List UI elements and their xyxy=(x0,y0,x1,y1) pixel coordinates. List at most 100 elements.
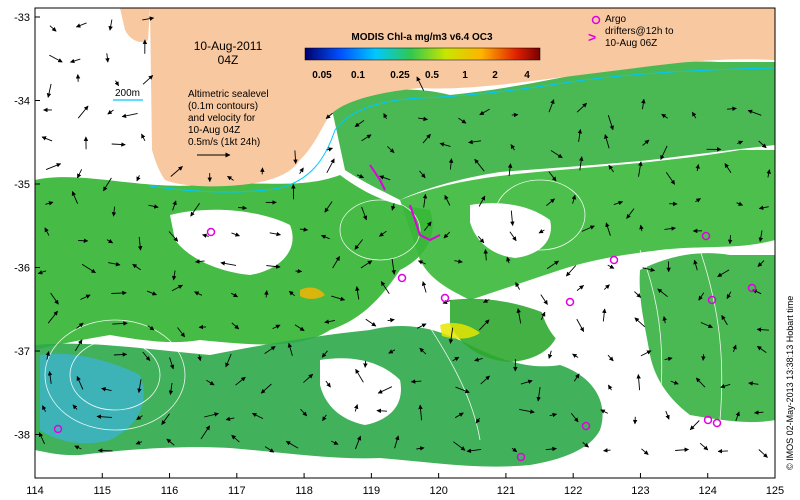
velocity-arrow xyxy=(548,171,557,182)
lat-tick-label: -36 xyxy=(14,263,30,275)
velocity-arrow xyxy=(421,281,427,293)
velocity-arrow xyxy=(758,140,767,149)
velocity-arrow xyxy=(45,201,54,206)
colorbar-tick-label: 4 xyxy=(524,70,530,81)
velocity-arrow xyxy=(565,265,577,277)
argo-legend-line: Argo xyxy=(605,14,627,25)
date-label: 10-Aug-2011 xyxy=(194,39,263,53)
velocity-arrow xyxy=(578,156,584,171)
velocity-arrow xyxy=(295,268,303,274)
velocity-arrow xyxy=(387,146,395,154)
velocity-arrow xyxy=(269,231,281,237)
velocity-arrow xyxy=(641,98,646,110)
velocity-arrow xyxy=(170,166,183,177)
velocity-arrow xyxy=(510,144,515,151)
velocity-arrow xyxy=(717,269,730,277)
velocity-arrow xyxy=(419,347,427,355)
velocity-arrow xyxy=(37,270,47,275)
velocity-arrow xyxy=(376,408,388,414)
velocity-arrow xyxy=(660,145,668,161)
velocity-arrow xyxy=(225,353,232,368)
velocity-arrow xyxy=(111,206,117,217)
argo-legend-circle xyxy=(591,15,601,25)
velocity-arrow xyxy=(354,435,362,450)
velocity-arrow xyxy=(231,232,240,237)
velocity-arrow xyxy=(443,231,451,239)
velocity-arrow xyxy=(549,412,558,418)
velocity-arrow xyxy=(641,448,649,455)
velocity-arrow xyxy=(97,448,113,453)
velocity-arrow xyxy=(142,351,151,361)
chlorophyll-high-patch xyxy=(440,322,480,339)
velocity-arrow xyxy=(665,172,676,185)
description-line: 0.5m/s (1kt 24h) xyxy=(188,137,260,148)
velocity-arrow xyxy=(332,256,340,269)
velocity-arrow xyxy=(548,99,555,113)
plot-frame xyxy=(34,7,776,479)
argo-drifter-marker xyxy=(712,418,722,428)
velocity-arrow xyxy=(361,206,368,221)
lon-tick-label: 114 xyxy=(26,485,44,497)
velocity-arrow xyxy=(695,377,706,388)
velocity-arrow xyxy=(689,420,700,431)
chlorophyll-high-patch-2 xyxy=(300,287,325,299)
velocity-arrow xyxy=(642,267,656,272)
velocity-arrow xyxy=(74,339,83,352)
description-line: 10-Aug 04Z xyxy=(188,125,240,136)
velocity-arrow xyxy=(664,356,673,362)
velocity-arrow xyxy=(634,317,646,328)
velocity-arrow xyxy=(721,315,728,326)
colorbar-tick-label: 2 xyxy=(492,70,498,81)
velocity-arrow xyxy=(303,373,314,383)
velocity-arrow xyxy=(108,261,121,267)
argo-drifter-marker xyxy=(707,295,717,305)
argo-drifter-marker xyxy=(747,283,757,293)
velocity-arrow xyxy=(516,308,522,324)
velocity-arrow xyxy=(483,249,488,261)
velocity-arrow xyxy=(418,404,423,421)
velocity-arrow xyxy=(264,446,275,453)
velocity-arrow xyxy=(607,264,615,269)
velocity-arrow xyxy=(607,115,614,131)
velocity-arrow xyxy=(695,198,701,203)
velocity-arrow xyxy=(693,259,698,271)
velocity-arrow xyxy=(45,351,51,360)
velocity-arrow xyxy=(331,295,346,301)
velocity-arrow xyxy=(177,327,186,338)
velocity-arrow xyxy=(264,290,269,298)
velocity-arrow xyxy=(321,350,328,358)
velocity-arrow xyxy=(439,142,451,147)
argo-drifter-marker xyxy=(565,297,575,307)
cloud-gap xyxy=(540,278,621,355)
velocity-arrow xyxy=(576,285,584,291)
velocity-arrow xyxy=(72,404,78,410)
velocity-arrow xyxy=(354,120,365,128)
velocity-arrow xyxy=(626,208,635,219)
velocity-arrow xyxy=(602,308,607,322)
velocity-arrow xyxy=(320,234,330,240)
velocity-arrow xyxy=(418,116,428,122)
colorbar-tick-label: 0.05 xyxy=(312,70,332,81)
velocity-arrow xyxy=(640,350,652,357)
velocity-arrow xyxy=(572,353,579,359)
argo-drifter-marker xyxy=(581,421,591,431)
colorbar-tick-label: 0.5 xyxy=(425,70,439,81)
velocity-arrow xyxy=(726,291,732,299)
argo-drifter-marker xyxy=(440,293,450,303)
description-line: Altimetric sealevel xyxy=(188,89,269,100)
velocity-arrow xyxy=(238,205,248,211)
velocity-arrow xyxy=(538,229,545,234)
velocity-arrow xyxy=(225,416,235,422)
velocity-arrow xyxy=(46,83,52,98)
velocity-arrow xyxy=(506,256,511,264)
velocity-arrow xyxy=(638,161,643,177)
velocity-arrow xyxy=(387,318,395,323)
velocity-arrow xyxy=(480,375,490,385)
cloud-gap xyxy=(470,203,551,258)
velocity-arrow xyxy=(757,260,765,267)
velocity-arrow xyxy=(76,375,84,390)
description-line: and velocity for xyxy=(188,113,256,124)
velocity-arrow xyxy=(394,435,400,449)
velocity-arrow xyxy=(363,360,368,368)
velocity-arrow xyxy=(220,261,237,266)
